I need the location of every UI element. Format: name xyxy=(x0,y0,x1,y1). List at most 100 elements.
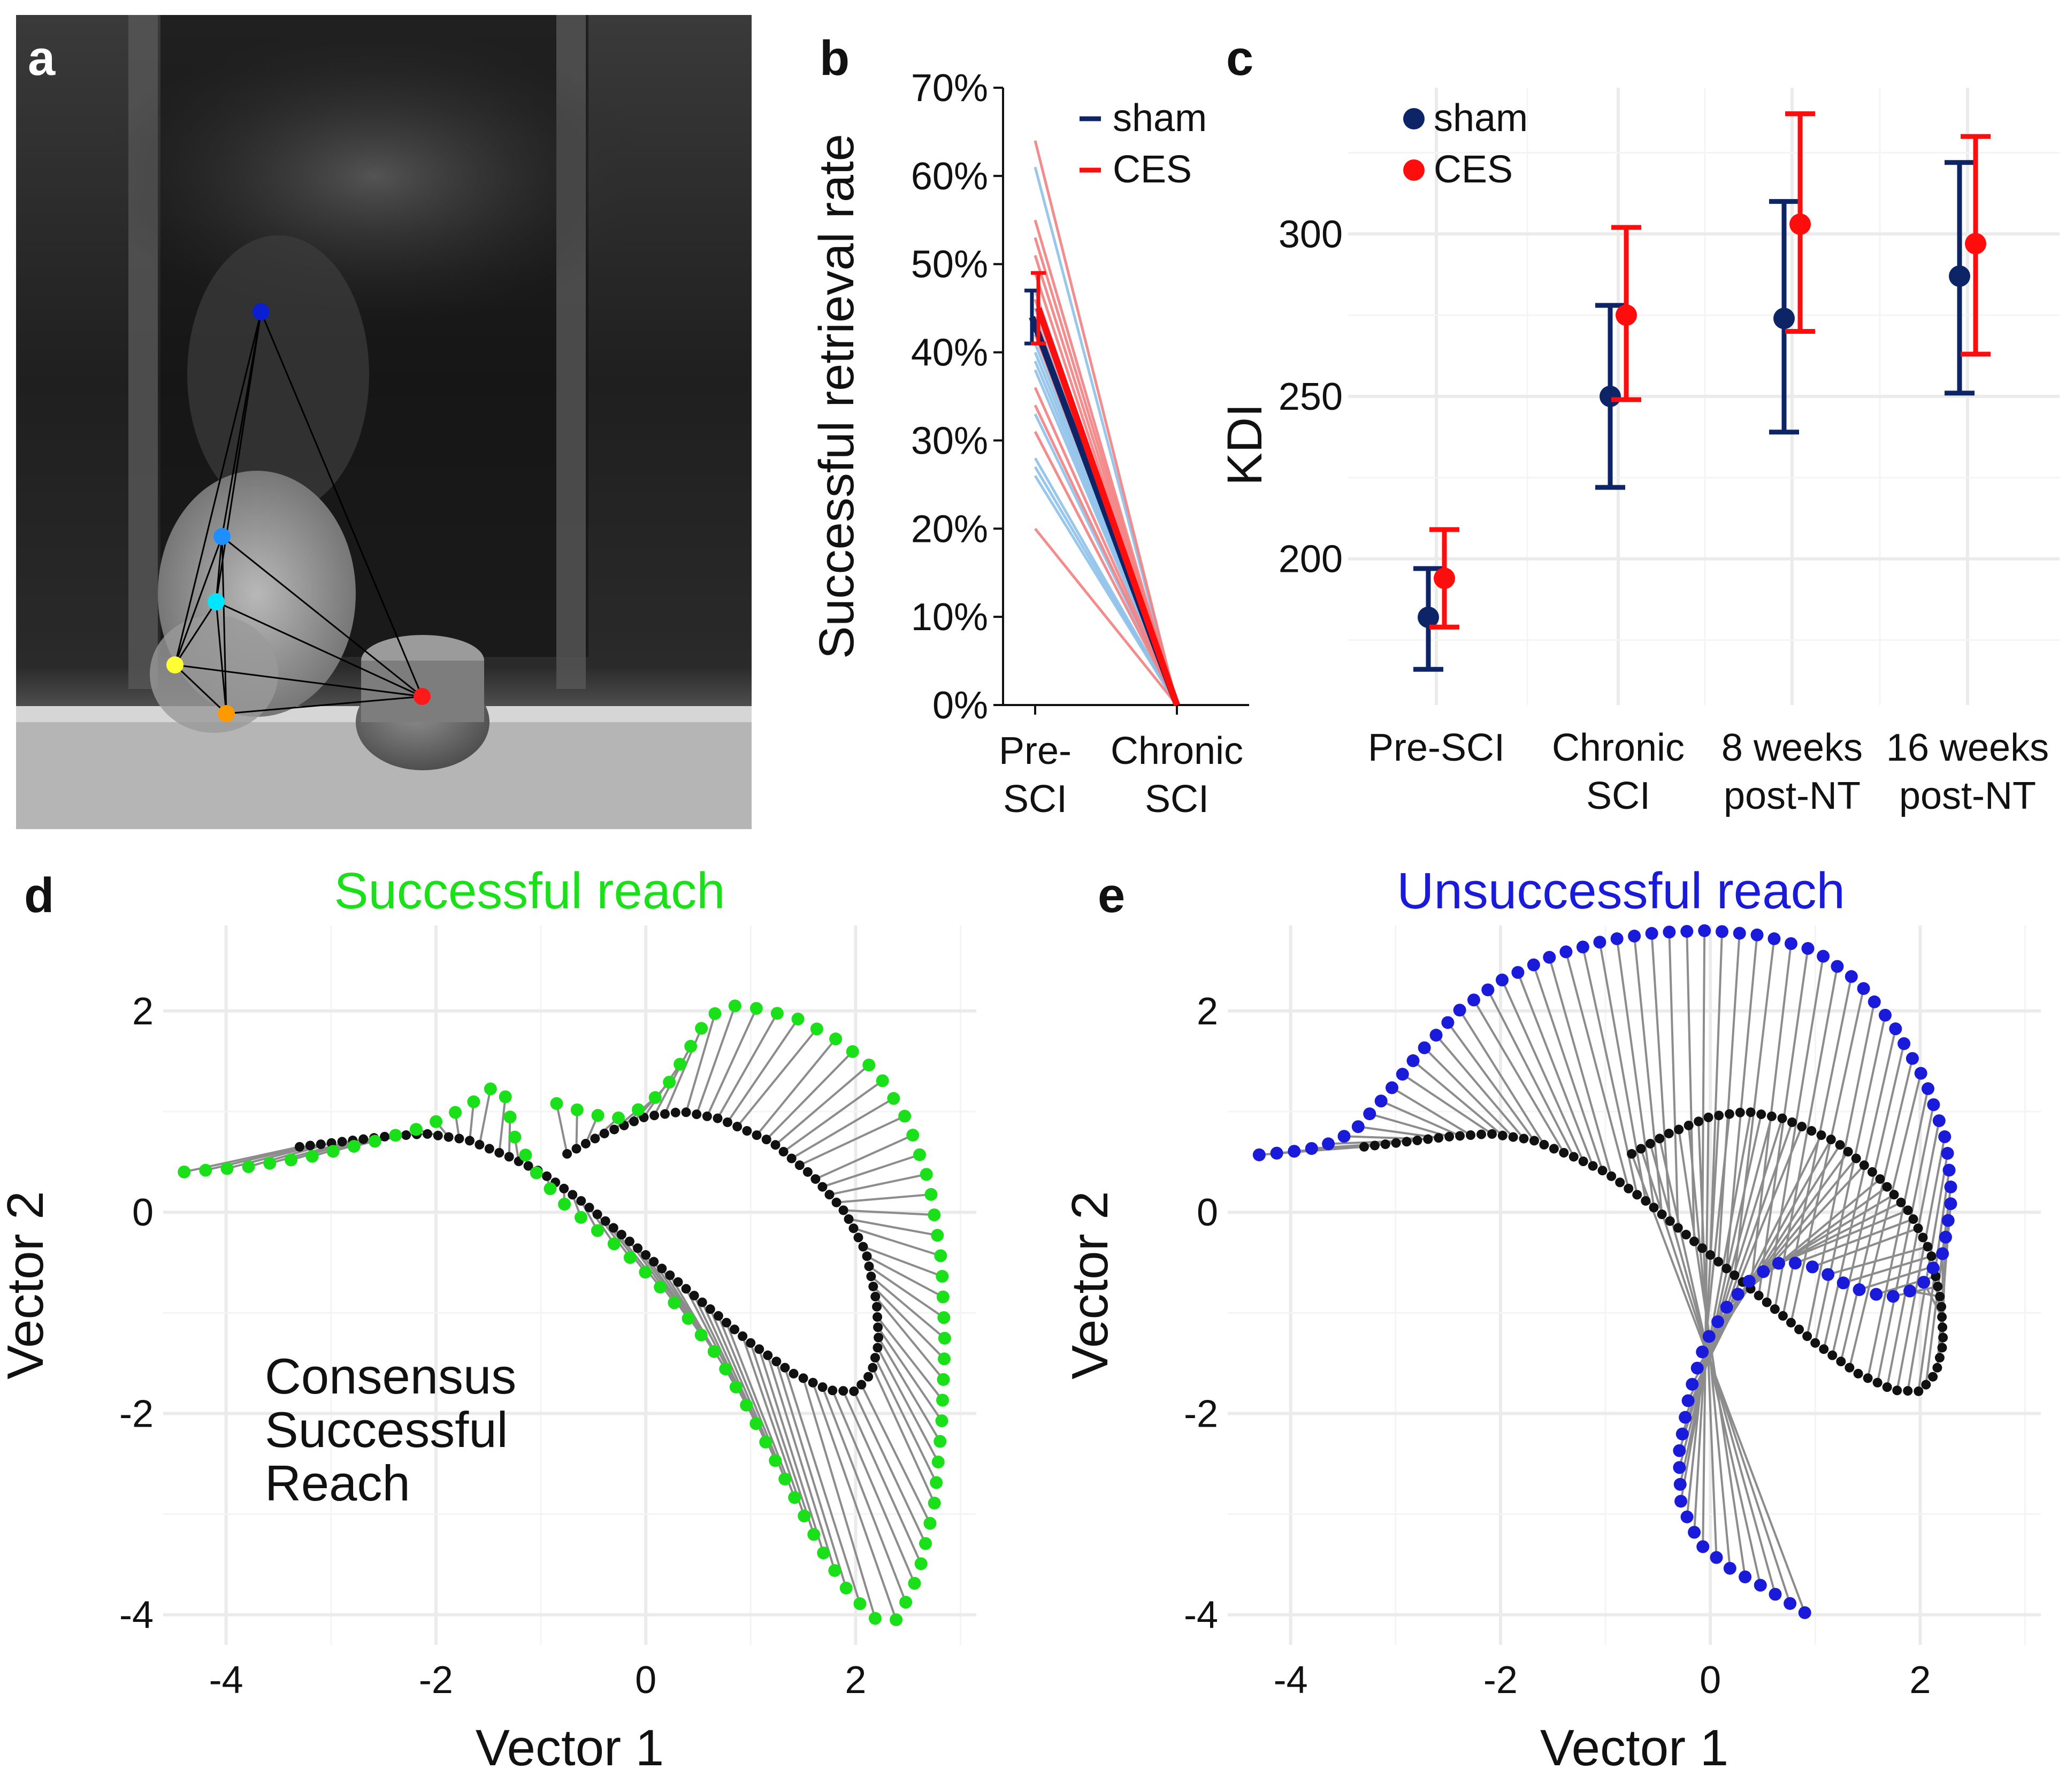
consensus-point xyxy=(1380,1139,1390,1150)
consensus-point xyxy=(464,1136,475,1146)
consensus-point xyxy=(1714,1111,1724,1121)
reach-point xyxy=(368,1135,381,1148)
reach-point xyxy=(544,1182,557,1196)
consensus-point xyxy=(697,1297,707,1307)
consensus-point xyxy=(874,1332,884,1343)
reach-point xyxy=(1270,1146,1283,1160)
consensus-point xyxy=(838,1386,848,1396)
alignment-connector xyxy=(1487,989,1575,1158)
alignment-connector xyxy=(1458,1009,1545,1145)
alignment-connector xyxy=(1380,1100,1460,1137)
reach-point xyxy=(1944,1197,1957,1211)
reach-point xyxy=(1784,937,1797,950)
individual-line-ces xyxy=(1034,404,1179,706)
consensus-point xyxy=(1724,1109,1734,1119)
consensus-point xyxy=(1934,1353,1945,1363)
panel-label-b: b xyxy=(820,31,850,86)
mouse-body xyxy=(96,27,653,326)
reach-point xyxy=(936,1269,949,1283)
reach-point xyxy=(1351,1120,1365,1134)
reach-point xyxy=(935,1414,948,1428)
consensus-point xyxy=(844,1214,854,1224)
alignment-connector xyxy=(1886,1120,1940,1388)
panel-d-plot: -4 -2 0 2 -4 -2 0 2 Vector 1 Vector 2 xyxy=(0,925,976,1776)
reach-point xyxy=(807,1528,821,1541)
reach-point xyxy=(876,1074,889,1088)
reach-point xyxy=(1680,1510,1694,1523)
y-tick-label: -4 xyxy=(1184,1594,1218,1637)
alignment-connector xyxy=(876,1347,939,1462)
consensus-point xyxy=(1923,1242,1933,1252)
consensus-point xyxy=(1559,1147,1569,1158)
alignment-connector xyxy=(775,1064,870,1146)
annotation-line: Consensus xyxy=(265,1348,516,1404)
x-tick-label: 0 xyxy=(1700,1659,1721,1702)
alignment-connector xyxy=(478,1089,492,1145)
consensus-point xyxy=(705,1304,715,1314)
consensus-point xyxy=(422,1129,432,1139)
consensus-point xyxy=(1826,1135,1836,1145)
panel-a xyxy=(16,15,752,829)
y-tick-label: -4 xyxy=(119,1594,154,1637)
reach-point xyxy=(914,1557,928,1571)
alignment-connector xyxy=(877,1327,943,1422)
panel-b: 0% 10% 20% 30% 40% 50% 60% 70% Pre- SCI Chronic SCI… xyxy=(809,67,1249,821)
reach-point xyxy=(409,1123,423,1136)
alignment-connector xyxy=(868,1265,945,1319)
y-axis-label: KDI xyxy=(1218,403,1272,485)
mouse-digits xyxy=(150,615,278,733)
consensus-point xyxy=(786,1153,797,1163)
consensus-point xyxy=(794,1160,805,1170)
reach-point xyxy=(908,1576,921,1590)
consensus-point xyxy=(1694,1116,1704,1127)
x-tick-label: Chronic xyxy=(1111,730,1243,772)
reach-point xyxy=(740,1398,753,1412)
legend-ces-label: CES xyxy=(1434,148,1513,191)
reach-point xyxy=(1305,1142,1318,1155)
reach-point xyxy=(682,1312,695,1325)
y-tick-label: 20% xyxy=(911,508,988,550)
alignment-connector xyxy=(758,1349,825,1553)
reach-point xyxy=(862,1058,876,1071)
consensus-point xyxy=(1519,1134,1529,1144)
reach-point xyxy=(1711,1315,1725,1328)
consensus-point xyxy=(1903,1386,1913,1396)
x-tick-label: -4 xyxy=(209,1659,243,1702)
reach-point xyxy=(928,1208,941,1222)
reach-point xyxy=(1897,1037,1911,1051)
consensus-point xyxy=(1810,1338,1820,1348)
consensus-point xyxy=(1497,1130,1508,1140)
alignment-connector xyxy=(1701,1151,1849,1353)
reach-point xyxy=(632,1103,645,1116)
alignment-connector xyxy=(1391,1086,1472,1136)
reach-point xyxy=(1418,1041,1431,1054)
alignment-connector xyxy=(812,1382,897,1620)
consensus-point xyxy=(868,1362,878,1373)
consensus-point xyxy=(590,1134,600,1144)
reach-point xyxy=(728,999,741,1013)
reach-point xyxy=(1696,1345,1709,1359)
x-tick-label: Pre- xyxy=(999,730,1072,772)
alignment-connector xyxy=(1435,1034,1525,1139)
alignment-connector xyxy=(862,1245,943,1277)
reach-point xyxy=(1870,1288,1883,1301)
keypoint-orange xyxy=(218,705,235,722)
y-tick-label: 30% xyxy=(911,419,988,462)
consensus-point xyxy=(853,1232,863,1243)
consensus-point xyxy=(1928,1372,1938,1382)
alignment-connector xyxy=(1598,941,1647,1201)
skeleton-edge xyxy=(174,664,227,715)
alignment-connector xyxy=(664,1028,702,1115)
panel-labels: a b c d e xyxy=(24,31,1253,923)
reach-point xyxy=(1733,926,1746,940)
consensus-point xyxy=(1935,1291,1945,1301)
data-point-ces xyxy=(1789,213,1811,235)
reach-point xyxy=(1696,1540,1710,1553)
reach-point xyxy=(931,1229,944,1242)
reach-point xyxy=(1903,1284,1917,1298)
reach-point xyxy=(828,1564,841,1577)
reach-point xyxy=(199,1163,212,1177)
x-tick-label: 8 weeks xyxy=(1721,726,1863,769)
alignment-connector xyxy=(706,1008,757,1117)
